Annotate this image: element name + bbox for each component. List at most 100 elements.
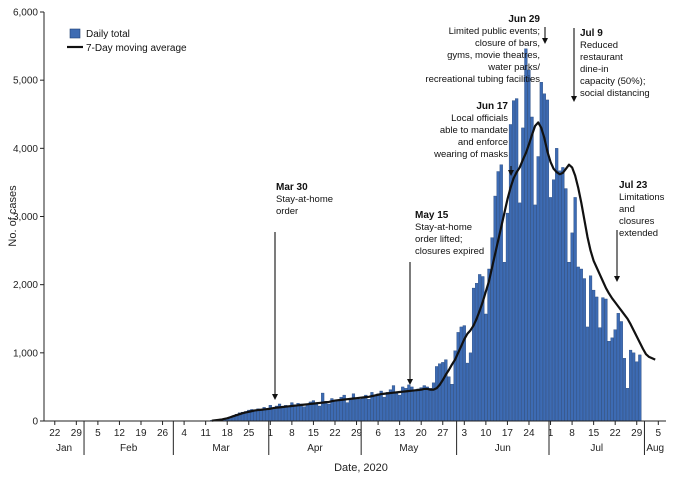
- moving-average-layer: [211, 121, 656, 422]
- month-label: Apr: [307, 443, 323, 454]
- daily-bar: [588, 275, 593, 422]
- annotation-date: Jun 17: [476, 101, 508, 112]
- daily-bar: [616, 313, 620, 422]
- y-tick-label: 4,000: [13, 144, 38, 155]
- annotation-text: closures: [619, 216, 655, 227]
- daily-bar: [376, 393, 380, 422]
- x-tick-label: 20: [416, 428, 428, 439]
- y-tick-label: 6,000: [13, 8, 38, 19]
- daily-bar: [592, 289, 596, 422]
- daily-bar: [484, 313, 488, 422]
- annotation-arrowhead: [272, 394, 278, 400]
- month-label: May: [399, 443, 418, 454]
- x-tick-label: 26: [157, 428, 169, 439]
- daily-bar: [391, 385, 396, 422]
- month-label: Jun: [495, 443, 511, 454]
- daily-bar: [459, 326, 463, 422]
- daily-bar: [404, 388, 408, 422]
- daily-bar: [447, 376, 451, 422]
- daily-bar: [382, 396, 386, 422]
- daily-bar: [435, 366, 439, 422]
- y-axis-title: No. of cases: [7, 185, 19, 247]
- annotation-text: gyms, movie theatres,: [447, 50, 540, 61]
- daily-bar: [367, 399, 371, 422]
- x-tick-label: 29: [351, 428, 363, 439]
- month-label: Jan: [56, 443, 72, 454]
- annotation-text: capacity (50%);: [580, 76, 645, 87]
- daily-bar: [444, 359, 448, 422]
- daily-bar: [336, 401, 340, 422]
- daily-bar: [441, 362, 445, 422]
- y-tick-label: 0: [32, 417, 38, 428]
- x-tick-label: 1: [548, 428, 554, 439]
- daily-bars: [210, 48, 642, 422]
- daily-bar: [521, 127, 525, 422]
- daily-bar: [564, 188, 568, 422]
- daily-bar: [613, 329, 617, 422]
- daily-bar: [629, 349, 633, 422]
- daily-bar: [465, 362, 469, 422]
- x-tick-label: 8: [289, 428, 295, 439]
- annotation-text: Stay-at-home: [415, 222, 472, 233]
- annotation-date: Jul 23: [619, 180, 648, 191]
- daily-bar: [385, 392, 389, 422]
- annotation-text: water parks/: [487, 62, 540, 73]
- x-tick-label: 6: [375, 428, 381, 439]
- daily-bar: [314, 403, 319, 422]
- daily-bar: [410, 386, 414, 422]
- y-tick-label: 5,000: [13, 76, 38, 87]
- annotation-date: May 15: [415, 210, 449, 221]
- annotation-arrowhead: [542, 38, 548, 44]
- x-tick-label: 3: [462, 428, 468, 439]
- annotation-text: Local officials: [451, 113, 508, 124]
- daily-bar: [413, 390, 417, 422]
- x-tick-label: 19: [135, 428, 147, 439]
- annotation-text: wearing of masks: [433, 149, 508, 160]
- daily-bar: [348, 399, 352, 422]
- daily-bar: [487, 268, 491, 422]
- daily-bar: [287, 406, 291, 422]
- annotation-text: extended: [619, 228, 658, 239]
- x-tick-label: 22: [329, 428, 341, 439]
- daily-bar: [533, 204, 537, 422]
- daily-bar: [515, 98, 519, 422]
- daily-bar: [607, 341, 611, 422]
- annotation-arrowhead: [571, 96, 577, 102]
- annotation-date: Mar 30: [276, 182, 308, 193]
- daily-bar: [567, 261, 571, 422]
- daily-bar: [456, 332, 460, 422]
- daily-bar: [398, 394, 402, 422]
- daily-bar: [299, 403, 303, 422]
- daily-bar: [595, 296, 599, 422]
- daily-bar: [324, 401, 328, 422]
- x-tick-label: 15: [308, 428, 320, 439]
- daily-bar: [358, 399, 362, 422]
- daily-bar: [552, 179, 556, 422]
- daily-bar: [555, 148, 559, 422]
- daily-bar: [524, 48, 528, 422]
- daily-bar: [438, 363, 442, 422]
- daily-bar: [496, 171, 500, 422]
- annotation-text: able to mandate: [440, 125, 508, 136]
- x-tick-label: 25: [243, 428, 255, 439]
- daily-bar: [271, 407, 275, 422]
- daily-bar: [364, 394, 368, 422]
- daily-bar: [622, 358, 626, 422]
- daily-bar: [518, 202, 522, 422]
- annotation-text: closures expired: [415, 246, 484, 257]
- annotation-text: Stay-at-home: [276, 194, 333, 205]
- daily-bar: [625, 388, 630, 422]
- x-tick-label: 13: [394, 428, 406, 439]
- legend-line-label: 7-Day moving average: [86, 43, 187, 54]
- x-tick-label: 1: [268, 428, 274, 439]
- y-tick-label: 1,000: [13, 348, 38, 359]
- daily-bar: [373, 395, 377, 422]
- x-tick-label: 11: [200, 428, 211, 439]
- daily-bar: [493, 195, 497, 422]
- daily-bar: [318, 405, 322, 422]
